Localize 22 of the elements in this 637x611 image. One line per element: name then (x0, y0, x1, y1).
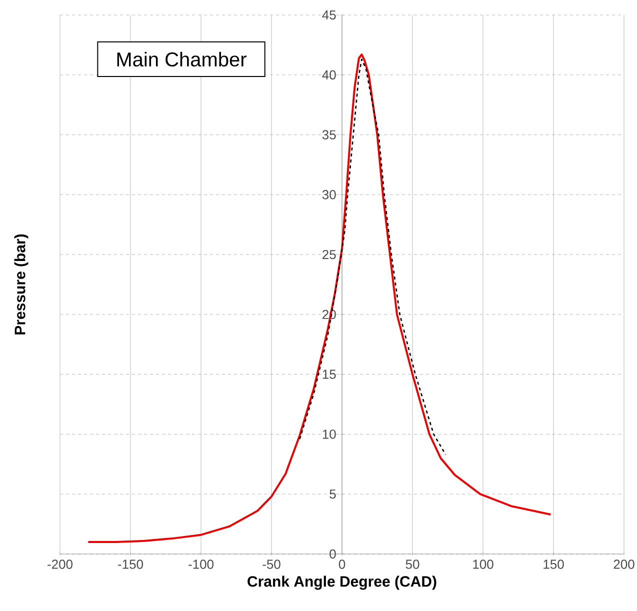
y-tick-label: 35 (322, 130, 336, 140)
y-tick-label: 45 (322, 10, 336, 20)
x-tick-label: 150 (544, 560, 564, 569)
x-tick-label: 0 (338, 560, 346, 569)
y-tick-label: 15 (322, 370, 336, 379)
x-tick-label: -100 (188, 560, 214, 569)
y-tick-label: 40 (322, 70, 336, 80)
x-tick-label: -150 (118, 560, 144, 569)
line-series (299, 58, 446, 456)
x-tick-label: -50 (262, 560, 280, 569)
annotation: Main Chamber (117, 52, 246, 67)
x-tick-label: 100 (473, 560, 494, 569)
y-tick-label: 30 (322, 190, 336, 200)
x-axis-title: Crank Angle Degree (CAD) (248, 576, 436, 590)
x-tick-label: 50 (406, 560, 420, 569)
y-tick-label: 25 (322, 250, 336, 260)
y-axis-title: Pressure (bar) (14, 234, 28, 334)
x-tick-label: 200 (614, 560, 634, 569)
y-tick-label: 5 (330, 490, 336, 499)
y-tick-label: 10 (322, 430, 336, 439)
y-tick-label: 0 (330, 549, 336, 559)
x-tick-label: -200 (48, 560, 73, 569)
